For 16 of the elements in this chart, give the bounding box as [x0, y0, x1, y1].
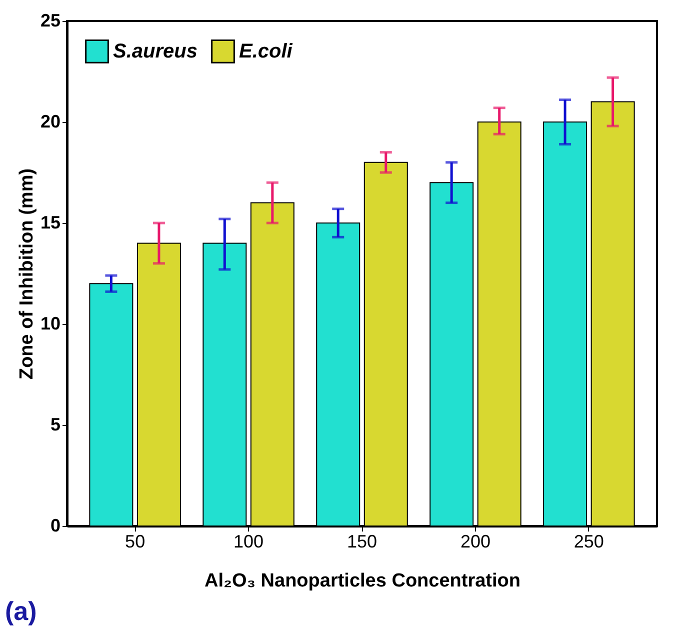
y-tick-label: 10 [40, 314, 60, 334]
x-axis-title: Al₂O₃ Nanoparticles Concentration [204, 570, 520, 592]
x-tick-label: 50 [125, 532, 146, 552]
legend-label: E.coli [239, 40, 293, 62]
y-tick-label: 20 [40, 112, 60, 132]
legend-label: S.aureus [113, 40, 198, 62]
text: (a) [5, 596, 37, 626]
x-tick-label: 100 [234, 532, 264, 552]
x-tick-label: 200 [460, 532, 490, 552]
y-tick-label: 15 [40, 212, 60, 232]
x-tick-label: 250 [574, 532, 604, 552]
y-axis-title: Zone of Inhibition (mm) [16, 168, 38, 380]
y-tick-label: 5 [50, 414, 60, 434]
x-tick-label: 150 [346, 532, 378, 552]
y-tick-label: 0 [50, 516, 60, 536]
y-tick-label: 25 [40, 10, 60, 30]
